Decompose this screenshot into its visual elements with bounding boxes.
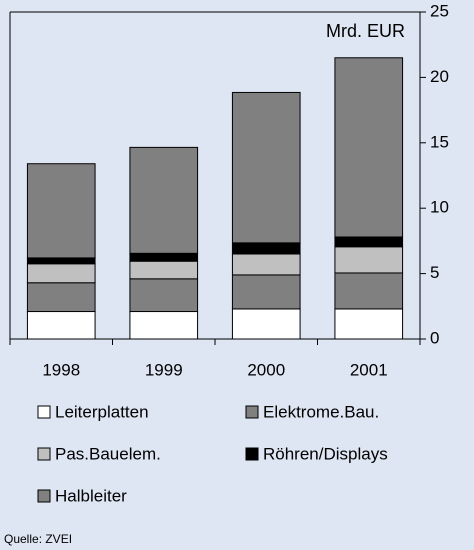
x-tick-label: 2001	[350, 360, 388, 379]
unit-label: Mrd. EUR	[326, 21, 405, 41]
bar-segment	[129, 260, 199, 280]
legend-label: Röhren/Displays	[263, 444, 388, 463]
x-tick-label: 1998	[42, 360, 80, 379]
legend-swatch	[245, 447, 259, 461]
bar-segment	[129, 311, 199, 340]
bar-segment	[334, 236, 404, 248]
y-tick-label: 10	[430, 198, 449, 217]
legend-label: Halbleiter	[55, 486, 127, 505]
bar-segment	[334, 57, 404, 238]
bar-segment	[334, 246, 404, 274]
legend-swatch	[37, 405, 51, 419]
bar-segment	[26, 282, 96, 313]
bar-segment	[26, 263, 96, 284]
y-tick-label: 5	[430, 263, 439, 282]
bar-segment	[129, 146, 199, 254]
bar-segment	[26, 257, 96, 265]
legend-label: Pas.Bauelem.	[55, 444, 161, 463]
legend-swatch	[37, 447, 51, 461]
bar-segment	[231, 308, 301, 340]
y-tick-label: 0	[430, 328, 439, 347]
y-tick-label: 25	[430, 1, 449, 20]
bar-segment	[26, 311, 96, 340]
y-tick-label: 15	[430, 132, 449, 151]
bar-segment	[334, 272, 404, 310]
bar-segment	[129, 252, 199, 262]
legend-label: Elektrome.Bau.	[263, 402, 379, 421]
bar-segment	[129, 278, 199, 313]
bar-segment	[334, 308, 404, 340]
source: Quelle: ZVEI	[4, 532, 72, 546]
bar-segment	[231, 91, 301, 244]
bar-segment	[231, 274, 301, 310]
legend-swatch	[37, 489, 51, 503]
bar-segment	[26, 163, 96, 259]
x-tick-label: 2000	[247, 360, 285, 379]
bar-segment	[231, 253, 301, 276]
legend-swatch	[245, 405, 259, 419]
y-tick-label: 20	[430, 67, 449, 86]
x-tick-label: 1999	[145, 360, 183, 379]
legend-label: Leiterplatten	[55, 402, 149, 421]
bar-segment	[231, 242, 301, 255]
